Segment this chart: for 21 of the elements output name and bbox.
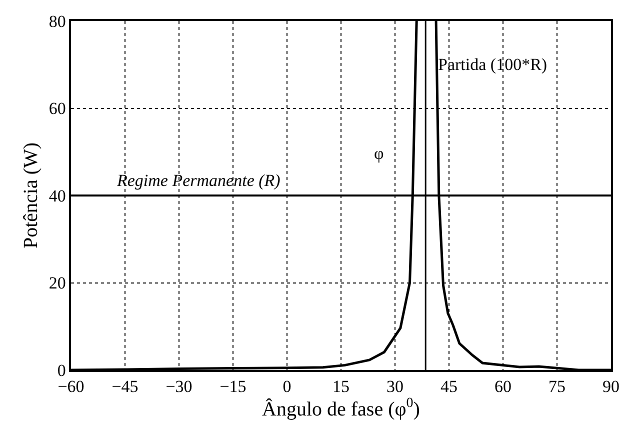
- x-tick-label: −30: [166, 377, 192, 396]
- x-tick-label: 45: [440, 377, 458, 396]
- x-tick-label: −60: [58, 377, 84, 396]
- x-axis-title: Ângulo de fase (φ$^{0}$): [262, 396, 420, 421]
- y-tick-label: 40: [48, 186, 66, 206]
- annotation: Partida (100*R): [438, 55, 548, 74]
- x-tick-label: 90: [602, 377, 620, 396]
- ref-line-label: φ: [374, 144, 384, 163]
- y-tick-label: 0: [57, 360, 66, 380]
- y-tick-label: 20: [48, 274, 66, 293]
- x-tick-label: −15: [220, 377, 246, 396]
- ref-line-label: Regime Permanente (R): [116, 171, 281, 190]
- y-tick-label: 60: [48, 99, 66, 118]
- y-axis-title: Potência (W): [20, 142, 42, 249]
- x-tick-label: 75: [548, 377, 566, 396]
- x-tick-label: 30: [386, 377, 404, 396]
- x-tick-label: 15: [332, 377, 350, 396]
- y-tick-label: 80: [48, 12, 66, 31]
- x-tick-label: 0: [282, 377, 292, 396]
- x-tick-label: −45: [112, 377, 138, 396]
- x-tick-label: 60: [494, 377, 512, 396]
